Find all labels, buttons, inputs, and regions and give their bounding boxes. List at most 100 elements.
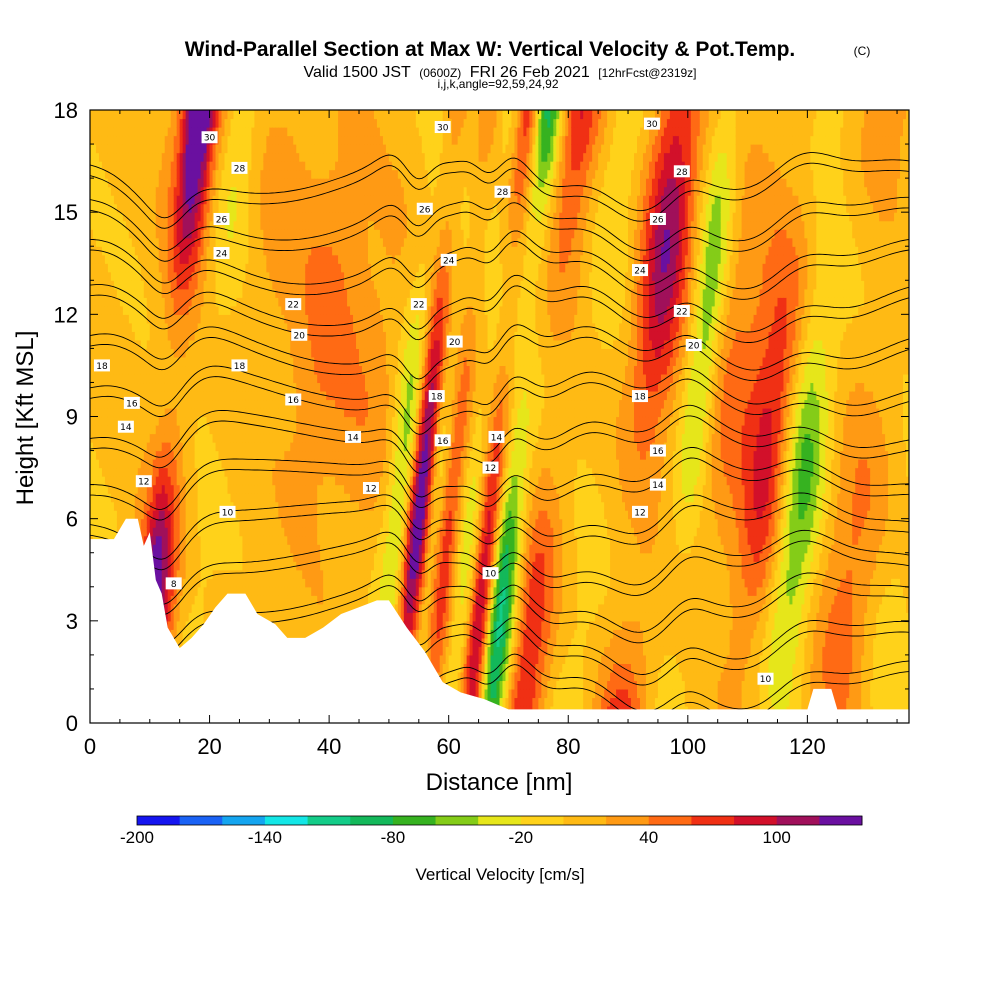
velocity-cell [113,365,118,375]
velocity-cell [104,305,109,315]
velocity-cell [155,152,160,162]
velocity-cell [185,186,190,196]
velocity-cell [179,612,184,622]
velocity-cell [131,263,136,273]
velocity-cell [140,305,145,315]
velocity-cell [90,246,94,256]
velocity-cell [116,186,121,196]
velocity-cell [191,246,196,256]
velocity-cell [155,237,160,247]
velocity-cell [140,271,145,281]
velocity-cell [179,152,184,162]
velocity-cell [134,110,139,120]
velocity-cell [131,220,136,230]
velocity-cell [104,459,109,469]
velocity-cell [149,305,154,315]
velocity-cell [140,212,145,222]
velocity-cell [134,365,139,375]
velocity-cell [161,382,166,392]
velocity-cell [152,527,157,537]
velocity-cell [155,331,160,341]
velocity-cell [176,425,181,435]
velocity-cell [149,373,154,384]
velocity-cell [158,314,163,324]
velocity-cell [113,135,118,145]
velocity-cell [197,612,202,622]
velocity-cell [176,229,181,239]
velocity-cell [170,561,175,571]
velocity-cell [122,127,127,137]
velocity-cell [113,254,118,264]
velocity-cell [131,476,136,486]
velocity-cell [173,382,178,392]
velocity-cell [161,305,166,315]
velocity-cell [149,152,154,162]
velocity-cell [155,169,160,179]
velocity-cell [182,305,187,315]
velocity-cell [170,544,175,554]
velocity-cell [119,297,124,307]
velocity-cell [173,586,178,596]
velocity-cell [113,280,118,290]
velocity-cell [119,161,124,171]
velocity-cell [125,220,130,230]
velocity-cell [191,339,196,349]
velocity-cell [119,288,124,298]
velocity-cell [164,144,169,154]
velocity-cell [137,314,142,324]
velocity-cell [164,195,169,205]
velocity-cell [101,493,106,503]
velocity-cell [143,425,148,435]
velocity-cell [140,501,145,511]
velocity-cell [191,118,196,128]
velocity-cell [92,450,97,460]
velocity-cell [107,390,112,401]
velocity-cell [158,331,163,341]
velocity-cell [104,433,109,443]
velocity-cell [110,314,115,324]
velocity-cell [185,237,190,247]
velocity-cell [116,195,121,205]
velocity-cell [158,535,163,545]
velocity-cell [125,331,130,341]
velocity-cell [134,288,139,298]
velocity-cell [173,561,178,571]
velocity-cell [122,467,127,477]
velocity-cell [158,237,163,247]
velocity-cell [107,467,112,477]
velocity-cell [113,263,118,273]
velocity-cell [194,382,199,392]
velocity-cell [90,314,94,324]
velocity-cell [140,407,145,418]
velocity-cell [170,118,175,128]
velocity-cell [119,195,124,205]
velocity-cell [152,433,157,443]
velocity-cell [140,135,145,145]
velocity-cell [98,501,103,511]
velocity-cell [191,195,196,205]
velocity-cell [188,237,193,247]
velocity-cell [116,127,121,137]
velocity-cell [110,476,115,486]
velocity-cell [137,518,142,528]
velocity-cell [149,178,154,188]
velocity-cell [110,510,115,520]
velocity-cell [167,161,172,171]
velocity-cell [104,484,109,494]
velocity-cell [146,144,151,154]
velocity-cell [90,339,94,349]
velocity-cell [164,510,169,520]
velocity-cell [182,459,187,469]
velocity-cell [113,220,118,230]
velocity-cell [140,373,145,384]
velocity-cell [98,135,103,145]
velocity-cell [176,501,181,511]
velocity-cell [149,144,154,154]
velocity-cell [167,135,172,145]
velocity-cell [152,127,157,137]
velocity-cell [128,212,133,222]
velocity-cell [101,110,106,120]
velocity-cell [158,288,163,298]
velocity-cell [92,118,97,128]
velocity-cell [134,254,139,264]
